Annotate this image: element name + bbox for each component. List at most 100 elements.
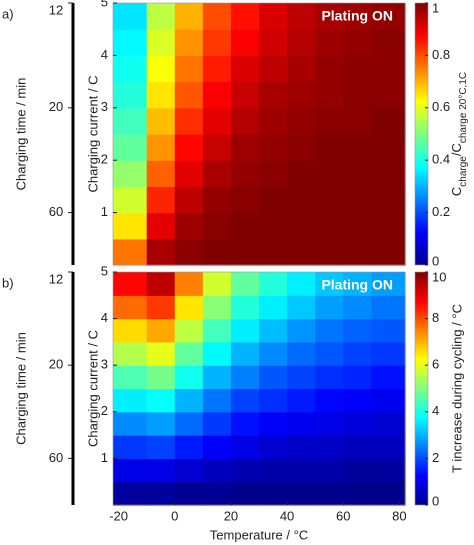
- heat-cell: [230, 318, 260, 343]
- heat-cell: [287, 238, 316, 266]
- heat-cell: [287, 186, 316, 214]
- heat-cell: [343, 81, 372, 109]
- heat-cell: [259, 435, 288, 459]
- heat-cell: [371, 55, 406, 83]
- heat-cell: [287, 29, 316, 56]
- heat-cell: [259, 341, 288, 366]
- heat-cell: [371, 318, 406, 343]
- y-tick-label: 2: [101, 403, 108, 418]
- heat-cell: [259, 238, 288, 266]
- y2-tick-label: 12: [49, 271, 63, 286]
- heat-cell: [146, 411, 176, 436]
- heat-cell: [202, 238, 232, 266]
- heat-cell: [371, 458, 406, 483]
- heat-cell: [287, 81, 316, 109]
- heat-cell: [202, 295, 232, 320]
- heat-cell: [287, 341, 316, 366]
- heat-cell: [146, 435, 176, 459]
- heat-cell: [202, 272, 232, 296]
- heat-cell: [202, 55, 232, 83]
- heat-cell: [287, 295, 316, 320]
- heat-cell: [287, 411, 316, 436]
- heat-cell: [287, 272, 316, 296]
- x-tick-label: 80: [392, 508, 406, 523]
- heat-cell: [146, 29, 176, 56]
- heat-cell: [259, 318, 288, 343]
- heat-cell: [113, 107, 148, 135]
- heat-cell: [113, 318, 148, 343]
- heat-cell: [315, 238, 344, 266]
- heat-cell: [287, 365, 316, 390]
- heat-cell: [230, 186, 260, 214]
- heat-cell: [146, 365, 176, 390]
- heat-cell: [371, 238, 406, 266]
- heat-cell: [146, 458, 176, 483]
- y-tick-label: 4: [101, 47, 108, 62]
- heat-cell: [146, 212, 176, 240]
- colorbar: [414, 271, 429, 506]
- heat-cell: [259, 365, 288, 390]
- panel-label: a): [2, 6, 14, 21]
- heat-cell: [315, 107, 344, 135]
- heat-cell: [315, 29, 344, 56]
- x-tick-label: 20: [224, 508, 238, 523]
- heat-cell: [315, 481, 344, 506]
- heat-cell: [343, 411, 372, 436]
- heat-cell: [315, 388, 344, 413]
- heat-cell: [146, 81, 176, 109]
- heat-cell: [343, 295, 372, 320]
- heat-cell: [174, 160, 204, 187]
- heat-cell: [259, 81, 288, 109]
- colorbar-tick-label: 8: [432, 310, 439, 325]
- heat-cell: [315, 55, 344, 83]
- heat-cell: [343, 272, 372, 296]
- heat-cell: [287, 458, 316, 483]
- heat-cell: [315, 435, 344, 459]
- heat-cell: [315, 458, 344, 483]
- heat-cell: [230, 134, 260, 161]
- heat-cell: [174, 186, 204, 214]
- heat-cell: [174, 55, 204, 83]
- heat-cell: [315, 411, 344, 436]
- heat-cell: [315, 134, 344, 161]
- heat-cell: [202, 458, 232, 483]
- heat-cell: [113, 160, 148, 187]
- y-tick-label: 5: [101, 263, 108, 278]
- plot-frame: [112, 2, 406, 266]
- y2-tick-label: 12: [49, 2, 63, 17]
- heat-cell: [259, 29, 288, 56]
- heat-cell: [371, 186, 406, 214]
- colorbar-tick-label: 10: [432, 269, 446, 284]
- heat-cell: [343, 3, 372, 30]
- heat-cell: [202, 341, 232, 366]
- y-tick-label: 4: [101, 310, 108, 325]
- colorbar-tick-label: 0.6: [432, 99, 450, 114]
- heat-cell: [259, 160, 288, 187]
- heat-cell: [343, 458, 372, 483]
- heat-cell: [315, 160, 344, 187]
- heat-cell: [174, 238, 204, 266]
- heat-cell: [259, 272, 288, 296]
- heat-cell: [287, 212, 316, 240]
- heat-cell: [202, 81, 232, 109]
- heat-cell: [259, 295, 288, 320]
- heat-cell: [371, 411, 406, 436]
- heat-cell: [230, 341, 260, 366]
- heat-cell: [202, 3, 232, 30]
- heat-cell: [259, 107, 288, 135]
- heat-cell: [174, 341, 204, 366]
- heat-cell: [174, 3, 204, 30]
- heat-cell: [371, 365, 406, 390]
- y-tick-label: 3: [101, 99, 108, 114]
- heat-cell: [202, 318, 232, 343]
- colorbar: [414, 2, 429, 266]
- y-tick-label: 2: [101, 152, 108, 167]
- colorbar-tick-label: 4: [432, 403, 439, 418]
- heat-cell: [230, 295, 260, 320]
- heat-cell: [371, 29, 406, 56]
- colorbar-label-part: /C: [449, 143, 464, 156]
- heat-cell: [113, 3, 148, 30]
- heat-cell: [113, 29, 148, 56]
- heat-cell: [259, 186, 288, 214]
- heat-cell: [343, 481, 372, 506]
